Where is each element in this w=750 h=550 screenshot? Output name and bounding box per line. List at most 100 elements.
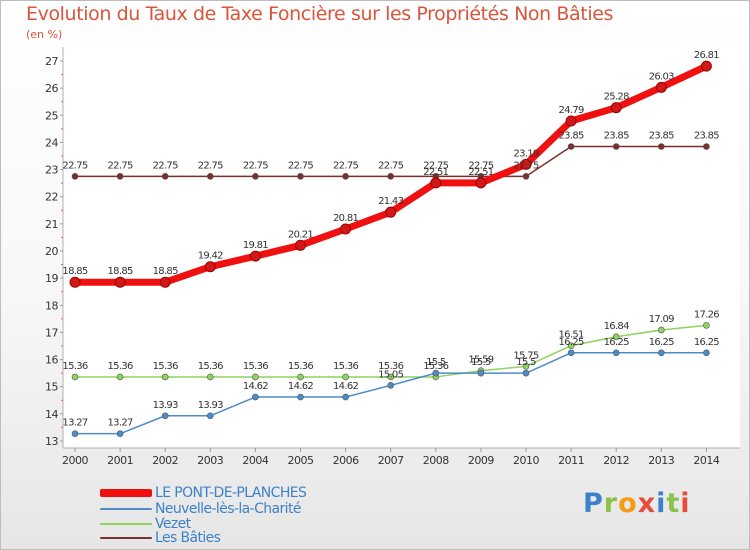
data-label: 22.75	[108, 160, 133, 171]
data-point	[703, 349, 710, 357]
data-point	[657, 326, 665, 334]
data-point	[703, 143, 710, 150]
data-label: 15.36	[153, 361, 178, 372]
legend-swatch	[100, 489, 152, 497]
data-label: 15.36	[62, 361, 87, 372]
logo-letter: o	[618, 488, 638, 519]
data-label: 26.81	[694, 50, 719, 61]
legend-label: Vezet	[155, 516, 191, 532]
y-tick-label: 19	[45, 272, 58, 285]
data-point	[159, 276, 171, 288]
data-point	[567, 349, 575, 357]
data-label: 23.85	[649, 131, 674, 142]
x-tick-label: 2002	[152, 454, 178, 467]
data-label: 15.05	[378, 369, 403, 380]
data-label: 14.62	[243, 381, 268, 392]
logo-letter: i	[656, 488, 667, 519]
data-label: 15.75	[513, 350, 538, 361]
data-point	[703, 322, 710, 329]
data-label: 15.36	[243, 361, 268, 372]
data-point	[612, 349, 620, 357]
data-label: 16.84	[604, 321, 629, 332]
x-tick-label: 2010	[513, 454, 539, 467]
y-tick-label: 16	[45, 354, 58, 367]
y-tick-label: 21	[45, 218, 58, 231]
data-label: 24.79	[559, 105, 584, 116]
legend-label: Les Bâties	[155, 530, 221, 546]
data-label: 22.75	[153, 160, 178, 171]
data-label: 16.25	[559, 337, 584, 348]
data-point	[204, 261, 216, 273]
data-point	[612, 333, 620, 341]
data-point	[297, 393, 304, 401]
x-tick-label: 2009	[468, 454, 494, 467]
data-label: 15.5	[516, 357, 536, 368]
data-label: 22.75	[513, 160, 538, 171]
data-point	[342, 373, 349, 381]
data-label: 22.51	[423, 167, 448, 178]
data-point	[207, 173, 214, 180]
y-tick-label: 20	[45, 245, 58, 258]
data-label: 22.75	[468, 160, 493, 171]
data-label: 15.59	[468, 355, 493, 366]
legend-item: Les Bâties	[100, 530, 221, 546]
legend-item: Vezet	[100, 516, 191, 532]
data-point	[610, 102, 622, 114]
data-label: 15.36	[198, 361, 223, 372]
data-label: 16.25	[649, 337, 674, 348]
y-tick-label: 24	[45, 136, 58, 149]
chart-title: Evolution du Taux de Taxe Foncière sur l…	[26, 3, 614, 25]
data-label: 13.27	[108, 418, 133, 429]
data-label: 23.85	[694, 131, 719, 142]
data-point	[655, 81, 667, 93]
data-point	[522, 363, 530, 370]
data-label: 22.75	[423, 160, 448, 171]
data-label: 26.03	[649, 71, 674, 82]
y-tick-label: 14	[45, 408, 58, 421]
data-label: 21.43	[378, 196, 403, 207]
plot-area	[63, 47, 740, 448]
data-point	[69, 276, 81, 288]
data-label: 19.81	[243, 240, 268, 251]
data-point	[387, 373, 395, 381]
data-point	[297, 373, 304, 381]
x-tick-label: 2011	[558, 454, 584, 467]
data-label: 14.62	[333, 381, 358, 392]
data-point	[295, 239, 306, 251]
data-point	[657, 349, 665, 357]
data-label: 22.75	[378, 160, 403, 171]
data-label: 22.75	[333, 160, 358, 171]
data-point	[567, 342, 575, 350]
data-point	[612, 143, 620, 150]
data-label: 16.25	[694, 337, 719, 348]
data-point	[387, 382, 395, 389]
data-point	[71, 373, 79, 381]
y-tick-label: 25	[45, 109, 58, 122]
data-point	[116, 173, 124, 180]
data-point	[71, 173, 79, 180]
data-label: 15.36	[378, 361, 403, 372]
x-tick-label: 2007	[378, 454, 404, 467]
data-point	[700, 60, 712, 72]
data-label: 18.85	[108, 266, 133, 277]
data-label: 22.75	[243, 160, 268, 171]
x-tick-label: 2004	[242, 454, 268, 467]
legend-item: LE PONT-DE-PLANCHES	[100, 485, 307, 501]
x-tick-label: 2008	[423, 454, 449, 467]
data-point	[522, 369, 530, 377]
proxiti-logo: Proxiti	[583, 488, 691, 519]
data-point	[520, 158, 532, 170]
y-tick-label: 17	[45, 326, 58, 339]
data-point	[342, 393, 349, 401]
data-label: 15.36	[333, 361, 358, 372]
data-point	[252, 393, 259, 401]
data-point	[161, 173, 169, 180]
data-point	[522, 173, 530, 180]
data-label: 18.85	[62, 266, 87, 277]
data-point	[475, 177, 487, 189]
data-point	[114, 276, 126, 288]
data-point	[116, 373, 124, 381]
data-label: 20.81	[333, 213, 358, 224]
data-label: 22.75	[62, 160, 87, 171]
